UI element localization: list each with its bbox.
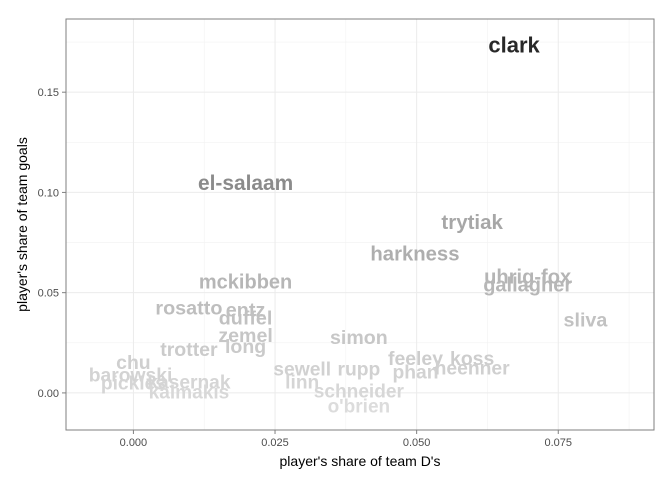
point-label-gallagher: gallagher bbox=[483, 275, 572, 297]
y-tick-label: 0.05 bbox=[38, 288, 59, 300]
point-label-el-salaam: el-salaam bbox=[198, 172, 293, 195]
y-axis-ticks: 0.00 0.05 0.10 0.15 bbox=[38, 87, 66, 400]
y-axis-title: player's share of team goals bbox=[14, 137, 30, 312]
point-label-o-brien: o'brien bbox=[328, 396, 391, 417]
x-tick-label: 0.025 bbox=[261, 437, 289, 449]
point-label-phan: phan bbox=[392, 362, 438, 383]
point-label-clark: clark bbox=[488, 33, 540, 58]
point-label-schneider: schneider bbox=[314, 381, 405, 402]
point-label-rosatto: rosatto bbox=[155, 298, 222, 320]
point-label-pickles: pickles bbox=[101, 373, 166, 394]
point-label-feeley: feeley bbox=[388, 348, 443, 370]
x-tick-label: 0.075 bbox=[545, 437, 573, 449]
point-label-koss: koss bbox=[450, 348, 494, 370]
grid-minor-lines bbox=[66, 19, 654, 430]
point-label-rupp: rupp bbox=[337, 359, 380, 380]
grid-major-lines bbox=[66, 19, 654, 430]
point-label-sliva: sliva bbox=[564, 310, 609, 332]
x-axis-title: player's share of team D's bbox=[280, 453, 441, 469]
point-label-sewell: sewell bbox=[273, 359, 331, 380]
x-tick-label: 0.050 bbox=[403, 437, 431, 449]
point-label-duffel: duffel bbox=[219, 308, 273, 330]
point-label-trytiak: trytiak bbox=[441, 211, 503, 234]
y-tick-label: 0.00 bbox=[38, 388, 59, 400]
panel-border bbox=[65, 18, 655, 431]
x-tick-label: 0.000 bbox=[120, 437, 148, 449]
point-label-simon: simon bbox=[330, 327, 388, 349]
point-labels: clark el-salaam trytiak harkness uhrig-foxga… bbox=[89, 33, 609, 418]
x-axis-ticks: 0.000 0.025 0.050 0.075 bbox=[120, 430, 572, 449]
point-label-entz: entz bbox=[226, 300, 266, 322]
point-label-kasernak: kasernak bbox=[147, 372, 231, 393]
point-label-trotter: trotter bbox=[160, 339, 218, 361]
point-label-heenner: heenner bbox=[435, 358, 511, 379]
point-label-harkness: harkness bbox=[370, 244, 459, 266]
point-label-long: long bbox=[225, 336, 266, 358]
point-label-linn: linn bbox=[285, 372, 319, 393]
point-label-kalmakis: kalmakis bbox=[149, 382, 230, 403]
y-tick-label: 0.10 bbox=[38, 187, 59, 199]
point-label-uhrig-fox: uhrig-fox bbox=[484, 267, 572, 289]
point-label-zemel: zemel bbox=[218, 325, 272, 347]
y-tick-label: 0.15 bbox=[38, 87, 59, 99]
point-label-mckibben: mckibben bbox=[199, 272, 292, 294]
point-label-chu: chu bbox=[116, 352, 150, 374]
point-label-barowski: barowski bbox=[89, 365, 173, 386]
